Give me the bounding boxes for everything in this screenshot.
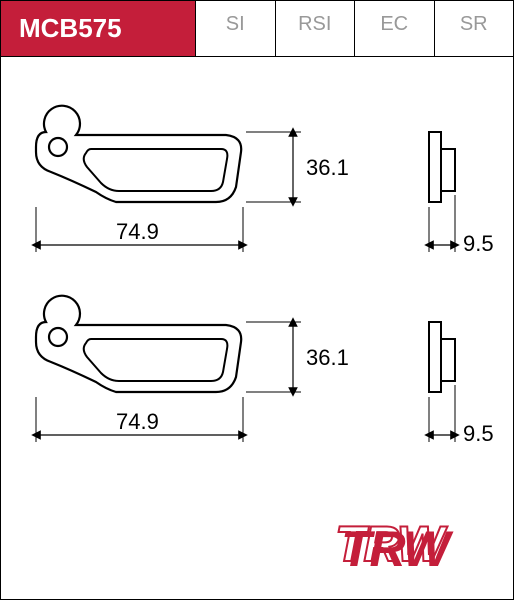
brand-logo: TRW TRW: [335, 506, 505, 591]
dim-bottom-height-label: 36.1: [306, 345, 349, 370]
dim-bottom-thickness-label: 9.5: [463, 421, 494, 446]
header-row: MCB575 SI RSI EC SR: [1, 1, 513, 57]
brand-text: TRW: [341, 521, 454, 577]
dim-top-thickness-label: 9.5: [463, 231, 494, 256]
dim-bottom-height: 36.1: [246, 322, 349, 392]
variant-si: SI: [196, 1, 276, 56]
pad-top-face: [36, 106, 241, 202]
dim-top-width: 74.9: [36, 207, 243, 252]
variant-sr: SR: [435, 1, 514, 56]
dim-top-height-label: 36.1: [306, 155, 349, 180]
dim-bottom-width-label: 74.9: [116, 409, 159, 434]
variant-rsi: RSI: [276, 1, 356, 56]
drawing-container: MCB575 SI RSI EC SR: [0, 0, 514, 600]
pad-top-side: 9.5: [429, 132, 494, 256]
variant-ec: EC: [355, 1, 435, 56]
part-number: MCB575: [1, 1, 196, 56]
dim-top-width-label: 74.9: [116, 219, 159, 244]
pad-bottom-face: [36, 296, 241, 392]
pad-bottom-side: 9.5: [429, 322, 494, 446]
technical-diagram: 36.1 74.9 9.5: [1, 57, 513, 597]
dim-bottom-width: 74.9: [36, 397, 243, 442]
dim-top-height: 36.1: [246, 132, 349, 202]
